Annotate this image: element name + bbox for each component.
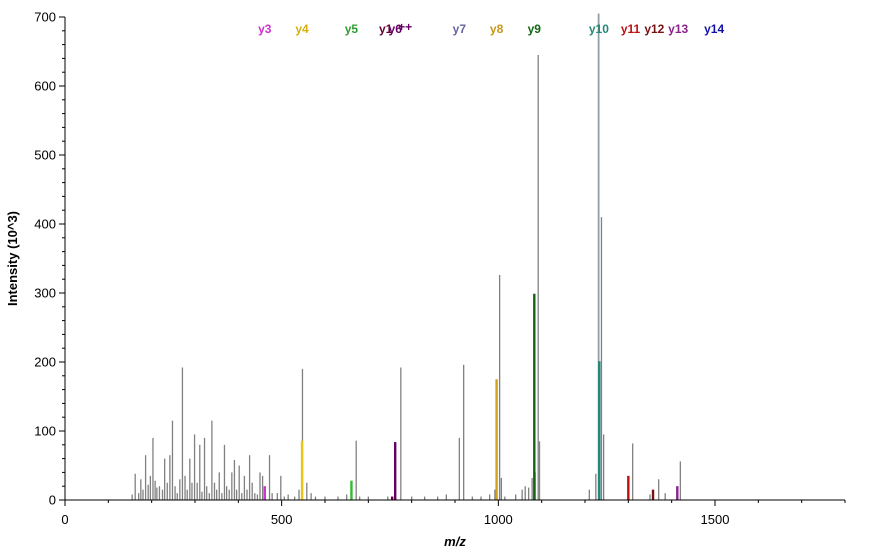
y-axis-title: Intensity (10^3) — [5, 211, 20, 306]
x-axis-title: m/z — [444, 534, 466, 549]
y-tick-label: 0 — [49, 493, 56, 508]
y-tick-label: 400 — [34, 217, 56, 232]
ion-label-y7: y7 — [453, 22, 467, 36]
ion-label-y3: y3 — [258, 22, 272, 36]
y-tick-label: 500 — [34, 148, 56, 163]
ion-label-y1: y1 — [379, 22, 393, 36]
x-tick-label: 500 — [271, 512, 293, 527]
plot-area — [131, 13, 681, 500]
x-tick-label: 1500 — [701, 512, 730, 527]
y-tick-label: 700 — [34, 10, 56, 25]
ion-label-y11: y11 — [621, 22, 641, 36]
ion-label-y8: y8 — [490, 22, 504, 36]
ion-label-y12: y12 — [644, 22, 664, 36]
y-tick-label: 100 — [34, 424, 56, 439]
y-tick-label: 300 — [34, 286, 56, 301]
ion-label-y13: y13 — [668, 22, 688, 36]
x-tick-label: 0 — [61, 512, 68, 527]
y-axis-ticks: 0 100 200 300 400 500 600 700 — [34, 10, 65, 508]
y-tick-label: 600 — [34, 79, 56, 94]
ion-label-y5: y5 — [345, 22, 359, 36]
ion-label-y14: y14 — [704, 22, 724, 36]
ion-label-y4: y4 — [295, 22, 309, 36]
ion-label-y6: y6 — [389, 22, 403, 36]
x-tick-label: 1000 — [484, 512, 513, 527]
ion-label-y9: y9 — [528, 22, 542, 36]
x-axis-ticks: 0 500 1000 1500 — [61, 500, 846, 527]
y-tick-label: 200 — [34, 355, 56, 370]
ion-label-charge: ++ — [398, 20, 412, 34]
ion-label-y10: y10 — [589, 22, 609, 36]
